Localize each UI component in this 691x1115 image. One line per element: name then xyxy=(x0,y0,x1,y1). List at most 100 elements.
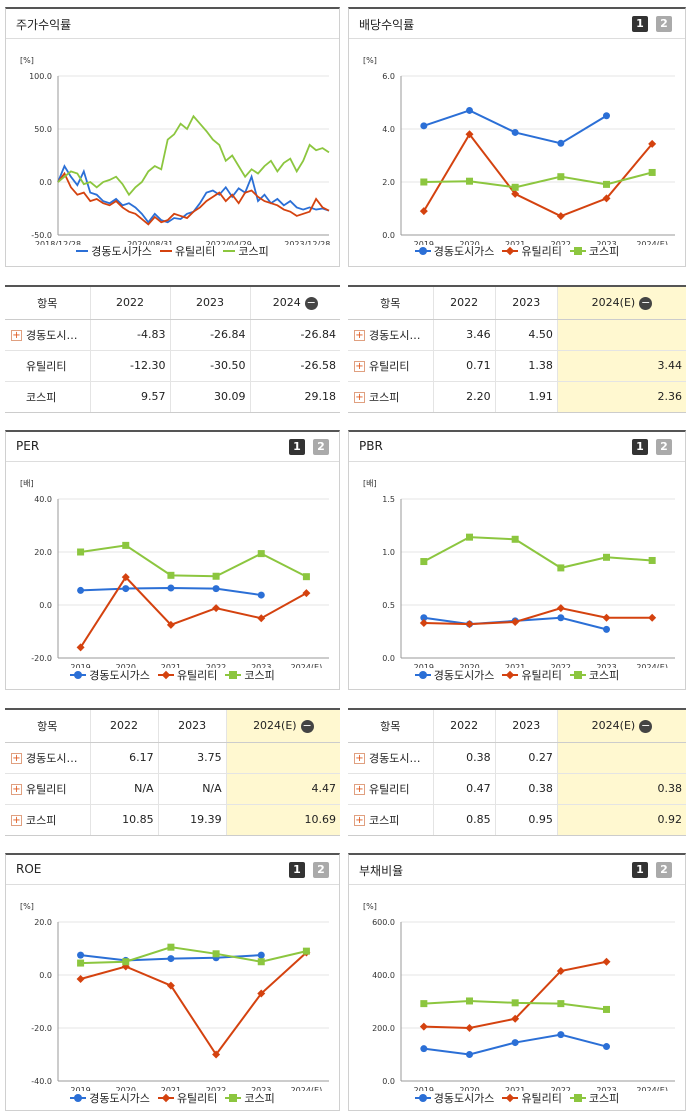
table-cell: 6.17 xyxy=(89,742,159,774)
x-tick-label: 2020 xyxy=(116,663,136,668)
data-point xyxy=(420,178,428,186)
table-cell xyxy=(225,742,340,774)
table-cell: 3.46 xyxy=(432,319,496,351)
expand-icon[interactable]: + xyxy=(354,753,365,764)
collapse-icon[interactable]: − xyxy=(300,718,314,733)
panel-title: 부채비율 xyxy=(359,864,404,878)
table-cell: 19.39 xyxy=(157,804,227,835)
collapse-icon[interactable]: − xyxy=(639,295,653,310)
x-tick-label: 2020 xyxy=(116,1086,136,1091)
expand-icon[interactable]: + xyxy=(354,392,365,404)
x-tick-label: 2024(E) xyxy=(291,663,323,668)
x-tick-label: 2024(E) xyxy=(636,1086,668,1091)
legend-item-1: 경동도시가스 xyxy=(414,667,494,683)
table-cell: 3.75 xyxy=(157,742,227,774)
data-point xyxy=(466,106,473,114)
toggle-1-button[interactable]: 1 xyxy=(632,862,648,878)
y-tick-label: 40.0 xyxy=(34,495,52,504)
expand-icon[interactable]: + xyxy=(354,361,365,372)
table-cell: -26.84 xyxy=(249,319,340,351)
y-tick-label: 0.0 xyxy=(382,231,395,240)
data-point xyxy=(302,947,310,955)
x-tick-label: 2022/04/29 xyxy=(206,240,252,245)
table-cell: -4.83 xyxy=(89,319,171,351)
collapse-icon[interactable]: − xyxy=(639,718,653,733)
data-point xyxy=(76,974,85,983)
unit-label: [%] xyxy=(20,902,34,911)
table-cell: 9.57 xyxy=(89,381,171,412)
toggle-2-button[interactable]: 2 xyxy=(656,862,672,878)
legend-label: 유틸리티 xyxy=(521,669,562,682)
x-tick-label: 2020 xyxy=(459,663,479,668)
table-cell: N/A xyxy=(89,773,159,805)
toggle-1-button[interactable]: 1 xyxy=(289,862,305,878)
y-tick-label: 20.0 xyxy=(34,548,52,557)
series-line xyxy=(423,109,608,145)
panel-header: 배당수익률 1 2 xyxy=(349,9,685,39)
toggle-2-button[interactable]: 2 xyxy=(313,862,329,878)
collapse-icon[interactable]: − xyxy=(304,295,318,310)
data-point xyxy=(465,130,474,139)
expand-icon[interactable]: + xyxy=(354,330,365,341)
unit-label: [배] xyxy=(363,479,377,488)
legend-item-1: 경동도시가스 xyxy=(414,243,494,259)
expand-icon[interactable]: + xyxy=(11,330,22,341)
series-line xyxy=(79,575,307,648)
toggle-2-button[interactable]: 2 xyxy=(656,439,672,455)
toggle-1-button[interactable]: 1 xyxy=(632,439,648,455)
table-cell: N/A xyxy=(157,773,227,805)
toggle-1-button[interactable]: 1 xyxy=(289,439,305,455)
table-cell: 1.38 xyxy=(494,350,558,382)
series-line xyxy=(57,164,330,224)
toggle-1-button[interactable]: 1 xyxy=(632,16,648,32)
y-tick-label: 4.0 xyxy=(382,125,395,134)
expand-icon[interactable]: + xyxy=(11,753,22,764)
legend-label: 경동도시가스 xyxy=(89,669,150,682)
table-cell: 0.27 xyxy=(494,742,558,774)
y-tick-label: 0.0 xyxy=(39,178,52,187)
data-point xyxy=(511,183,519,191)
data-point xyxy=(122,541,130,549)
expand-icon[interactable]: + xyxy=(354,815,365,827)
y-tick-label: 1.5 xyxy=(382,495,395,504)
data-point xyxy=(122,585,130,593)
data-point xyxy=(556,212,565,221)
legend-marker xyxy=(157,670,174,680)
x-tick-label: 2023 xyxy=(251,663,271,668)
data-point xyxy=(557,1031,565,1039)
legend-marker xyxy=(569,1094,586,1102)
expand-icon[interactable]: + xyxy=(11,784,22,795)
table-row: + 경동도시… 0.38 0.27 xyxy=(348,742,686,774)
price-return-table: 항목 2022 2023 2024− + 경동도시… -4.83 -26.84 -26.84 유틸… xyxy=(5,285,340,413)
legend-label: 코스피 xyxy=(588,1092,620,1105)
legend-item-3: 코스피 xyxy=(569,1090,620,1106)
expand-icon[interactable]: + xyxy=(354,784,365,795)
toggle-2-button[interactable]: 2 xyxy=(313,439,329,455)
legend-marker xyxy=(414,1094,431,1102)
legend-label: 경동도시가스 xyxy=(91,245,152,258)
data-point xyxy=(602,194,611,203)
per-chart: [배]40.0 20.0 0.0 -20.0 2019 2020 2021 2022 2023 2… xyxy=(20,479,329,668)
chart-legend: 경동도시가스 유틸리티 코스피 xyxy=(6,666,339,683)
data-point xyxy=(212,950,220,958)
column-header: 항목 xyxy=(348,710,433,743)
y-tick-label: 2.0 xyxy=(382,178,395,187)
dividend-yield-chart: [%] 6.0 4.0 2.0 0.0 2019 2020 2021 2022 2023 2024(… xyxy=(363,56,675,245)
panel-header: PBR 1 2 xyxy=(349,432,685,462)
data-point xyxy=(511,1014,520,1023)
data-point xyxy=(602,957,611,966)
data-point xyxy=(420,1045,428,1053)
debt-ratio-panel: 부채비율 1 2 [%] 600.0 400.0 200.0 0.0 2019 2020 20… xyxy=(348,853,686,1111)
panel-header: PER 1 2 xyxy=(6,432,339,462)
x-tick-label: 2019 xyxy=(70,663,90,668)
table-row: + 코스피 2.20 1.91 2.36 xyxy=(348,381,686,412)
toggle-2-button[interactable]: 2 xyxy=(656,16,672,32)
data-point xyxy=(212,604,221,613)
data-point xyxy=(420,1000,428,1008)
y-tick-label: 400.0 xyxy=(372,971,395,980)
table-row: + 유틸리티 N/A N/A 4.47 xyxy=(5,773,340,805)
data-point xyxy=(77,548,85,556)
data-point xyxy=(167,955,175,963)
pbr-panel: PBR 1 2 [배] 1.5 1.0 0.5 0.0 2019 2020 2021 2022 2… xyxy=(348,430,686,690)
expand-icon[interactable]: + xyxy=(11,815,22,827)
